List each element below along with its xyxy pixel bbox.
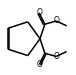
Text: O: O [36,8,42,17]
Text: O: O [53,16,59,26]
Text: O: O [53,52,59,61]
Text: O: O [36,60,42,69]
